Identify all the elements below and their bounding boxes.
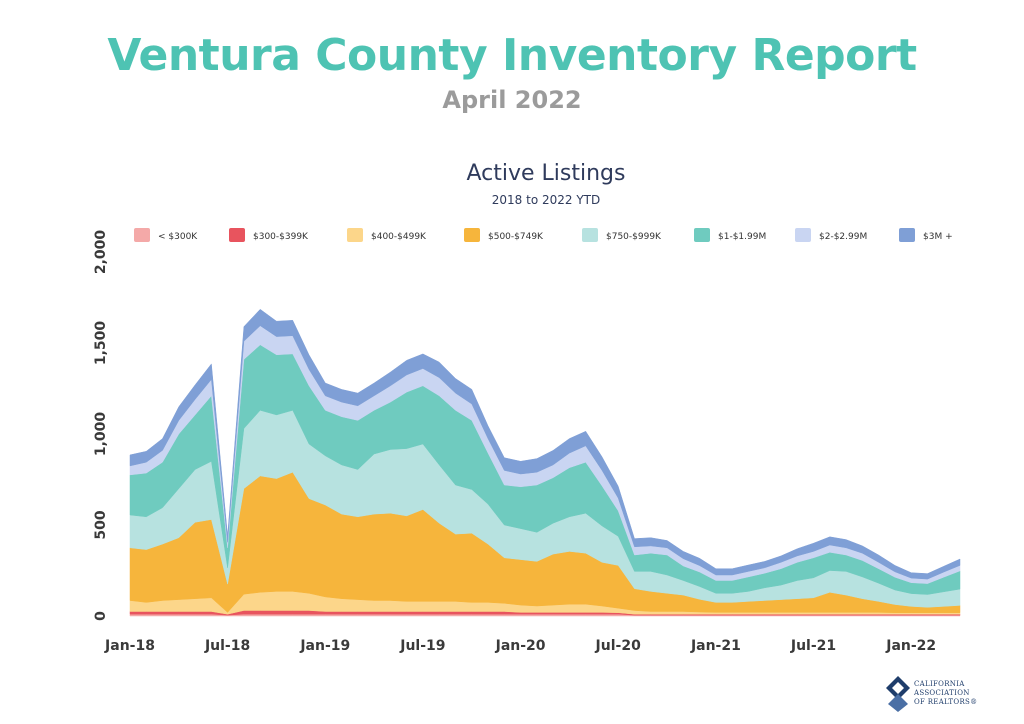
- legend-label: $2-$2.99M: [819, 232, 867, 242]
- legend-label: $1-$1.99M: [718, 232, 766, 242]
- legend-swatch: [229, 228, 245, 242]
- legend-swatch: [795, 228, 811, 242]
- x-axis-ticks: Jan-18 Jul-18 Jan-19 Jul-19 Jan-20 Jul-20 Jan-…: [104, 638, 936, 654]
- x-tick-label: Jan-22: [885, 638, 936, 654]
- legend-label: $500-$749K: [488, 232, 544, 242]
- logo-line-3: OF REALTORS®: [914, 698, 978, 706]
- x-tick-label: Jul-18: [204, 638, 250, 654]
- legend-label: $3M +: [923, 232, 953, 242]
- legend-swatch: [899, 228, 915, 242]
- chart-legend: < $300K $300-$399K $400-$499K $500-$749K $75…: [134, 228, 953, 242]
- x-tick-label: Jan-20: [495, 638, 546, 654]
- x-tick-label: Jan-21: [690, 638, 741, 654]
- legend-label: $750-$999K: [606, 232, 662, 242]
- y-tick-label: 1,500: [93, 321, 109, 366]
- legend-swatch: [582, 228, 598, 242]
- y-tick-label: 500: [93, 510, 109, 539]
- report-title: Ventura County Inventory Report: [107, 30, 917, 81]
- x-tick-label: Jan-19: [299, 638, 350, 654]
- legend-label: $400-$499K: [371, 232, 427, 242]
- legend-swatch: [134, 228, 150, 242]
- legend-label: $300-$399K: [253, 232, 309, 242]
- legend-swatch: [694, 228, 710, 242]
- x-tick-label: Jul-21: [790, 638, 836, 654]
- y-tick-label: 2,000: [93, 230, 109, 275]
- y-tick-label: 1,000: [93, 412, 109, 457]
- realtors-emblem-icon: [886, 676, 910, 712]
- x-tick-label: Jul-20: [595, 638, 642, 654]
- logo-line-2: ASSOCIATION: [914, 689, 970, 697]
- x-tick-label: Jul-19: [399, 638, 445, 654]
- chart-title: Active Listings: [467, 161, 626, 186]
- chart-subtitle: 2018 to 2022 YTD: [492, 193, 600, 207]
- legend-swatch: [347, 228, 363, 242]
- legend-label: < $300K: [158, 232, 198, 242]
- report-subtitle: April 2022: [442, 86, 582, 114]
- y-axis-ticks: 0 500 1,000 1,500 2,000: [93, 230, 109, 621]
- stacked-areas: [129, 308, 961, 617]
- california-association-of-realtors-logo: CALIFORNIA ASSOCIATION OF REALTORS®: [884, 674, 984, 718]
- logo-line-1: CALIFORNIA: [914, 680, 965, 688]
- series-area: [129, 308, 961, 580]
- y-tick-label: 0: [93, 611, 109, 621]
- x-tick-label: Jan-18: [104, 638, 155, 654]
- legend-swatch: [464, 228, 480, 242]
